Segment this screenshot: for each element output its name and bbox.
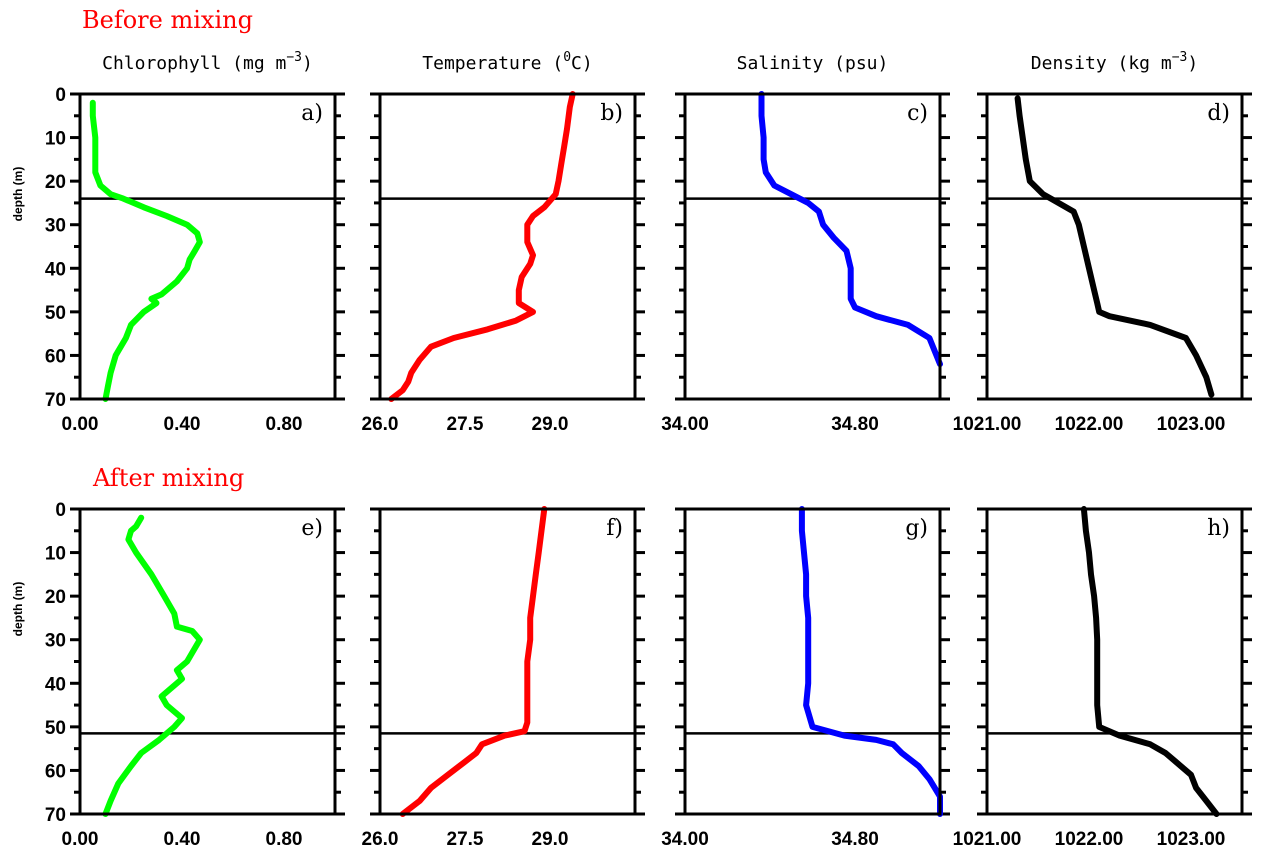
panel-a: 0 10 20 30 40 50 60 70 depth (m) 0.00 0.40 0.80 a) (11, 85, 345, 435)
y-tick-label: 60 (45, 346, 66, 367)
series-line-chlorophyll (102, 514, 203, 817)
x-tick-label: 27.5 (447, 829, 484, 850)
y-tick-label: 30 (45, 631, 66, 652)
y-tick-label: 10 (45, 129, 66, 150)
y-tick-label: 50 (45, 303, 66, 324)
x-tick-label: 27.5 (447, 414, 484, 435)
x-tick-label: 1023.00 (1157, 829, 1226, 850)
x-tick-label: 26.0 (362, 414, 399, 435)
y-tick-label: 50 (45, 718, 66, 739)
y-tick-label: 70 (45, 805, 66, 826)
column-title-0: Chlorophyll (mg m−3) (102, 50, 313, 74)
y-tick-label: 20 (45, 172, 66, 193)
x-tick-label: 29.0 (532, 414, 569, 435)
series-line-temperature (388, 91, 576, 402)
y-tick-label: 60 (45, 761, 66, 782)
title-after-mixing: After mixing (92, 464, 244, 492)
panel-label: e) (301, 516, 323, 541)
plot-frame (378, 507, 637, 816)
panel-label: d) (1207, 101, 1230, 126)
x-tick-label: 0.00 (62, 829, 99, 850)
series-line-salinity (798, 506, 943, 817)
x-tick-label: 34.00 (661, 414, 709, 435)
panel-label: f) (606, 516, 623, 541)
x-tick-label: 1021.00 (953, 829, 1022, 850)
panel-label: b) (600, 101, 623, 126)
y-tick-label: 0 (55, 85, 66, 106)
y-tick-label: 40 (45, 674, 66, 695)
x-tick-label: 26.0 (362, 829, 399, 850)
x-tick-label: 29.0 (532, 829, 569, 850)
panel-f: 26.0 27.5 29.0 f) (362, 506, 645, 850)
plot-frame (985, 92, 1244, 401)
column-title-2: Salinity (psu) (737, 53, 889, 74)
plot-frame (378, 92, 637, 401)
panel-b: 26.0 27.5 29.0 b) (362, 91, 645, 435)
series-line-density (1080, 506, 1220, 817)
plot-frame (78, 507, 337, 816)
x-tick-label: 1023.00 (1157, 414, 1226, 435)
panel-e: 0 10 20 30 40 50 60 70 depth (m) 0.00 0.40 0.80 e) (11, 500, 345, 850)
x-tick-label: 34.00 (661, 829, 709, 850)
x-tick-label: 1022.00 (1055, 829, 1124, 850)
panels: Chlorophyll (mg m−3) Temperature (0C) Sali… (11, 50, 1252, 850)
plot-frame (78, 92, 337, 401)
y-axis-label: depth (m) (11, 582, 25, 637)
y-tick-label: 30 (45, 216, 66, 237)
x-tick-label: 34.80 (831, 829, 879, 850)
x-tick-label: 1022.00 (1055, 414, 1124, 435)
series-line-temperature (399, 506, 548, 817)
panel-c: 34.00 34.80 c) (661, 91, 950, 435)
y-tick-label: 70 (45, 390, 66, 411)
panel-label: a) (301, 101, 323, 126)
y-axis-label: depth (m) (11, 167, 25, 222)
y-tick-label: 20 (45, 587, 66, 608)
x-tick-label: 0.40 (164, 414, 201, 435)
plot-frame (985, 507, 1244, 816)
column-title-3: Density (kg m−3) (1031, 50, 1198, 74)
y-tick-label: 10 (45, 544, 66, 565)
panel-d: 1021.00 1022.00 1023.00 d) (953, 92, 1252, 435)
x-tick-label: 0.80 (266, 414, 303, 435)
series-line-chlorophyll (89, 99, 203, 402)
x-tick-label: 1021.00 (953, 414, 1022, 435)
y-tick-label: 0 (55, 500, 66, 521)
panel-label: c) (907, 101, 928, 126)
column-title-1: Temperature (0C) (422, 50, 592, 74)
panel-label: g) (905, 516, 928, 541)
x-tick-label: 0.80 (266, 829, 303, 850)
panel-g: 34.00 34.80 g) (661, 506, 950, 850)
x-tick-label: 0.00 (62, 414, 99, 435)
series-line-density (1014, 95, 1215, 398)
x-tick-label: 34.80 (831, 414, 879, 435)
series-line-salinity (758, 91, 943, 368)
y-tick-label: 40 (45, 259, 66, 280)
plot-frame (683, 92, 942, 401)
panel-h: 1021.00 1022.00 1023.00 h) (953, 506, 1252, 850)
title-before-mixing: Before mixing (82, 6, 253, 34)
x-tick-label: 0.40 (164, 829, 201, 850)
panel-label: h) (1207, 516, 1230, 541)
plot-frame (683, 507, 942, 816)
